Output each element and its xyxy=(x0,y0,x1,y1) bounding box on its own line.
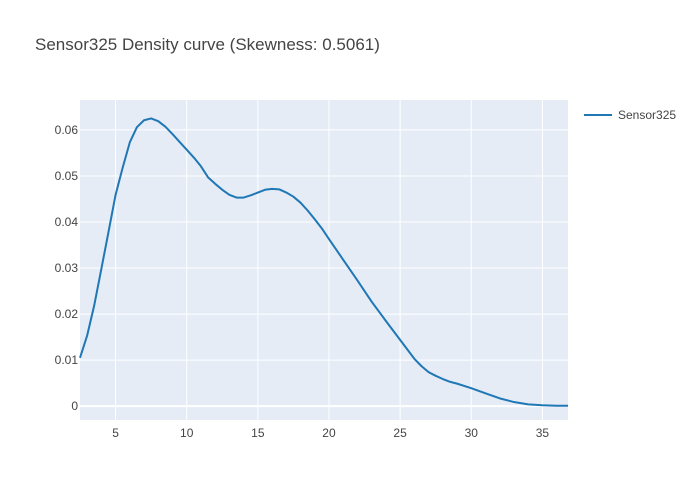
y-tick-label: 0.01 xyxy=(55,353,79,367)
x-tick-label: 30 xyxy=(465,426,479,440)
axis-ticks: 5 10 15 20 25 30 35 0 0.01 0.02 0.03 0.04 0.05 0.06 xyxy=(55,123,550,440)
y-tick-label: 0.03 xyxy=(55,261,79,275)
y-tick-label: 0.06 xyxy=(55,123,79,137)
y-tick-label: 0 xyxy=(71,399,78,413)
x-tick-label: 35 xyxy=(536,426,550,440)
x-tick-label: 20 xyxy=(322,426,336,440)
series-layer xyxy=(79,117,568,407)
y-tick-label: 0.04 xyxy=(55,215,79,229)
x-tick-label: 10 xyxy=(180,426,194,440)
series-line-0[interactable] xyxy=(79,117,568,407)
y-tick-label: 0.05 xyxy=(55,169,79,183)
plot-area xyxy=(80,100,568,420)
y-tick-label: 0.02 xyxy=(55,307,79,321)
x-tick-label: 5 xyxy=(112,426,119,440)
chart-title: Sensor325 Density curve (Skewness: 0.506… xyxy=(35,35,380,54)
x-tick-label: 15 xyxy=(251,426,265,440)
legend-label[interactable]: Sensor325 xyxy=(618,108,676,122)
grid-lines xyxy=(80,100,568,420)
x-tick-label: 25 xyxy=(393,426,407,440)
legend[interactable]: Sensor325 xyxy=(584,108,676,122)
